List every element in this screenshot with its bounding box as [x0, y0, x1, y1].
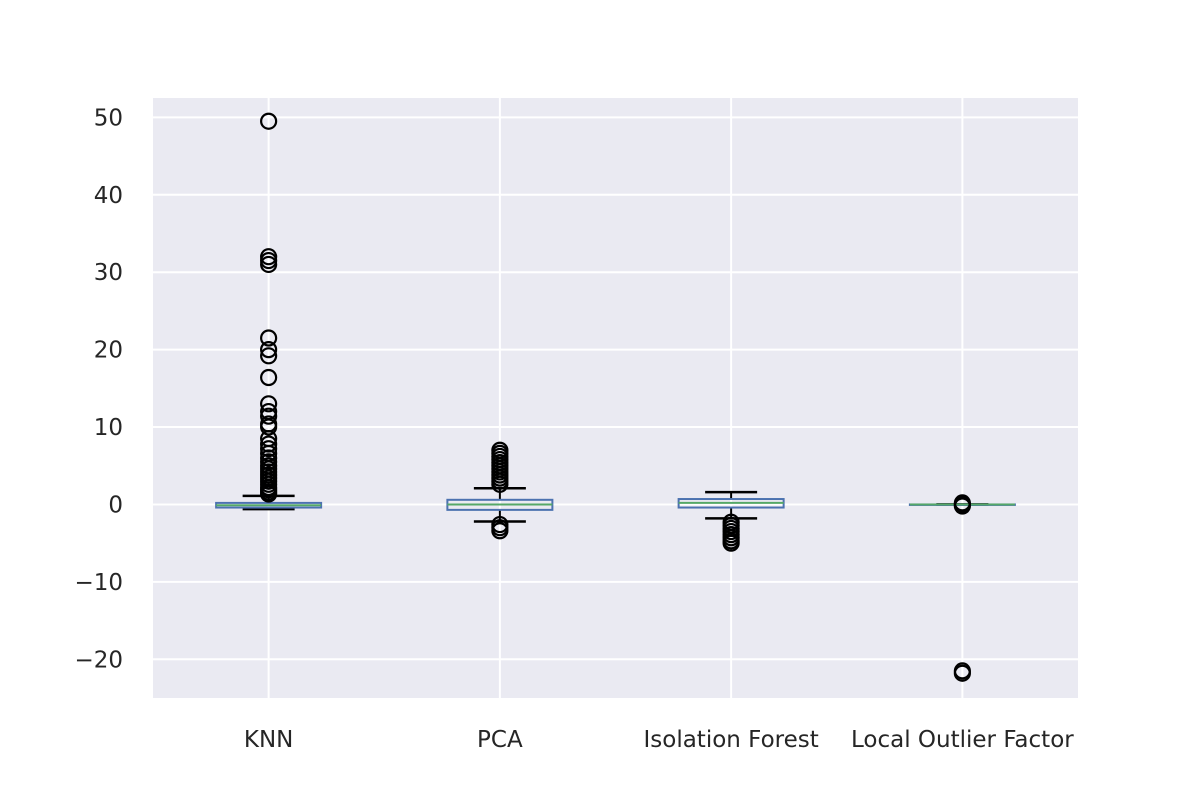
outlier-point	[260, 368, 278, 387]
outlier-point	[260, 112, 278, 130]
y-tick-label: 50	[94, 105, 123, 131]
x-tick-label: PCA	[477, 727, 523, 753]
y-tick-label: −20	[74, 647, 123, 673]
outlier-point	[722, 534, 740, 552]
x-tick-labels: KNN PCA Isolation Forest Local Outlier Fact…	[244, 727, 1074, 753]
box-group	[215, 112, 323, 511]
x-tick-label: Local Outlier Factor	[851, 727, 1074, 753]
y-tick-label: 20	[94, 338, 123, 364]
outlier-point	[260, 329, 278, 347]
y-tick-label: 30	[94, 260, 123, 286]
boxes-layer	[215, 112, 1016, 682]
x-tick-label: KNN	[244, 727, 294, 753]
outlier-point	[260, 418, 278, 436]
plot-background	[153, 98, 1078, 698]
outlier-point	[260, 347, 278, 365]
outlier-point	[953, 497, 971, 515]
outlier-point	[260, 395, 278, 413]
outlier-point	[260, 341, 278, 359]
outlier-point	[953, 664, 971, 682]
outlier-point	[260, 485, 278, 503]
outlier-point	[260, 407, 278, 425]
outlier-point	[491, 522, 509, 540]
y-tick-label: −10	[74, 570, 123, 596]
x-tick-label: Isolation Forest	[643, 727, 818, 753]
outlier-point	[260, 440, 278, 458]
y-tick-label: 40	[94, 183, 123, 209]
box-group	[908, 494, 1016, 682]
outlier-point	[260, 255, 278, 274]
box-group	[677, 490, 785, 552]
y-tick-label: 0	[108, 492, 123, 518]
outlier-point	[491, 475, 509, 493]
y-tick-labels: −20 −10 0 10 20 30 40 50	[74, 105, 123, 673]
y-tick-label: 10	[94, 415, 123, 441]
box-group	[446, 441, 554, 540]
